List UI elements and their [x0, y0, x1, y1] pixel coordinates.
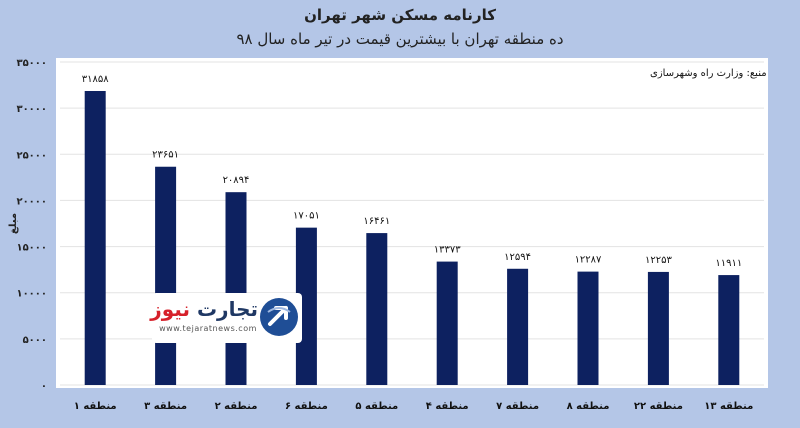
data-label: ۱۷۰۵۱ [293, 211, 320, 222]
y-tick-label: ۲۰۰۰۰ [16, 196, 47, 207]
x-tick-label: منطقه ۴ [426, 401, 469, 412]
bar [295, 227, 317, 385]
y-tick-label: ۰ [41, 381, 47, 392]
data-label: ۲۳۶۵۱ [152, 150, 179, 161]
data-label: ۱۲۲۸۷ [575, 255, 602, 266]
watermark-brand: تجارت نیوز [150, 297, 258, 321]
x-tick-label: منطقه ۳ [144, 401, 187, 412]
y-tick-label: ۵۰۰۰ [23, 335, 47, 346]
x-tick-label: منطقه ۷ [496, 401, 539, 412]
data-label: ۱۱۹۱۱ [715, 258, 742, 269]
bar [225, 192, 247, 385]
watermark-brand-main: تجارت [196, 297, 258, 321]
y-tick-label: ۳۵۰۰۰ [16, 58, 47, 69]
bar [84, 90, 106, 386]
data-label: ۲۰۸۹۴ [223, 175, 250, 186]
watermark-brand-accent: نیوز [150, 297, 190, 321]
y-tick-label: ۱۰۰۰۰ [16, 289, 47, 300]
data-label: ۱۶۴۶۱ [363, 216, 390, 227]
watermark-url: www.tejaratnews.com [159, 324, 257, 333]
y-tick-label: ۳۰۰۰۰ [16, 104, 47, 115]
bar [577, 271, 599, 385]
x-tick-label: منطقه ۱ [74, 401, 117, 412]
y-tick-label: ۱۵۰۰۰ [16, 243, 47, 254]
source-note: منبع: وزارت راه وشهرسازی [650, 68, 767, 79]
data-label: ۱۲۲۵۳ [645, 255, 672, 266]
globe-arrow-icon [260, 298, 298, 336]
data-label: ۳۱۸۵۸ [82, 74, 109, 85]
y-tick-label: ۲۵۰۰۰ [16, 150, 47, 161]
y-axis-label: مبلغ [8, 213, 19, 234]
watermark-logo: تجارت نیوز www.tejaratnews.com [150, 293, 302, 343]
bar [155, 166, 177, 385]
bar [647, 271, 669, 385]
x-tick-label: منطقه ۵ [355, 401, 398, 412]
data-label: ۱۳۳۷۳ [434, 245, 461, 256]
bar [436, 261, 458, 385]
bar [366, 233, 388, 385]
chart-title: کارنامه مسکن شهر تهران [304, 6, 496, 24]
x-tick-label: منطقه ۲۲ [634, 401, 683, 412]
x-tick-label: منطقه ۸ [567, 401, 610, 412]
x-tick-label: منطقه ۶ [285, 401, 328, 412]
x-tick-label: منطقه ۱۳ [704, 401, 753, 412]
bar [718, 275, 740, 385]
chart-subtitle: ده منطقه تهران با بیشترین قیمت در تیر ما… [236, 30, 564, 48]
x-tick-label: منطقه ۲ [215, 401, 258, 412]
data-label: ۱۲۵۹۴ [504, 252, 531, 263]
bar [507, 268, 529, 385]
